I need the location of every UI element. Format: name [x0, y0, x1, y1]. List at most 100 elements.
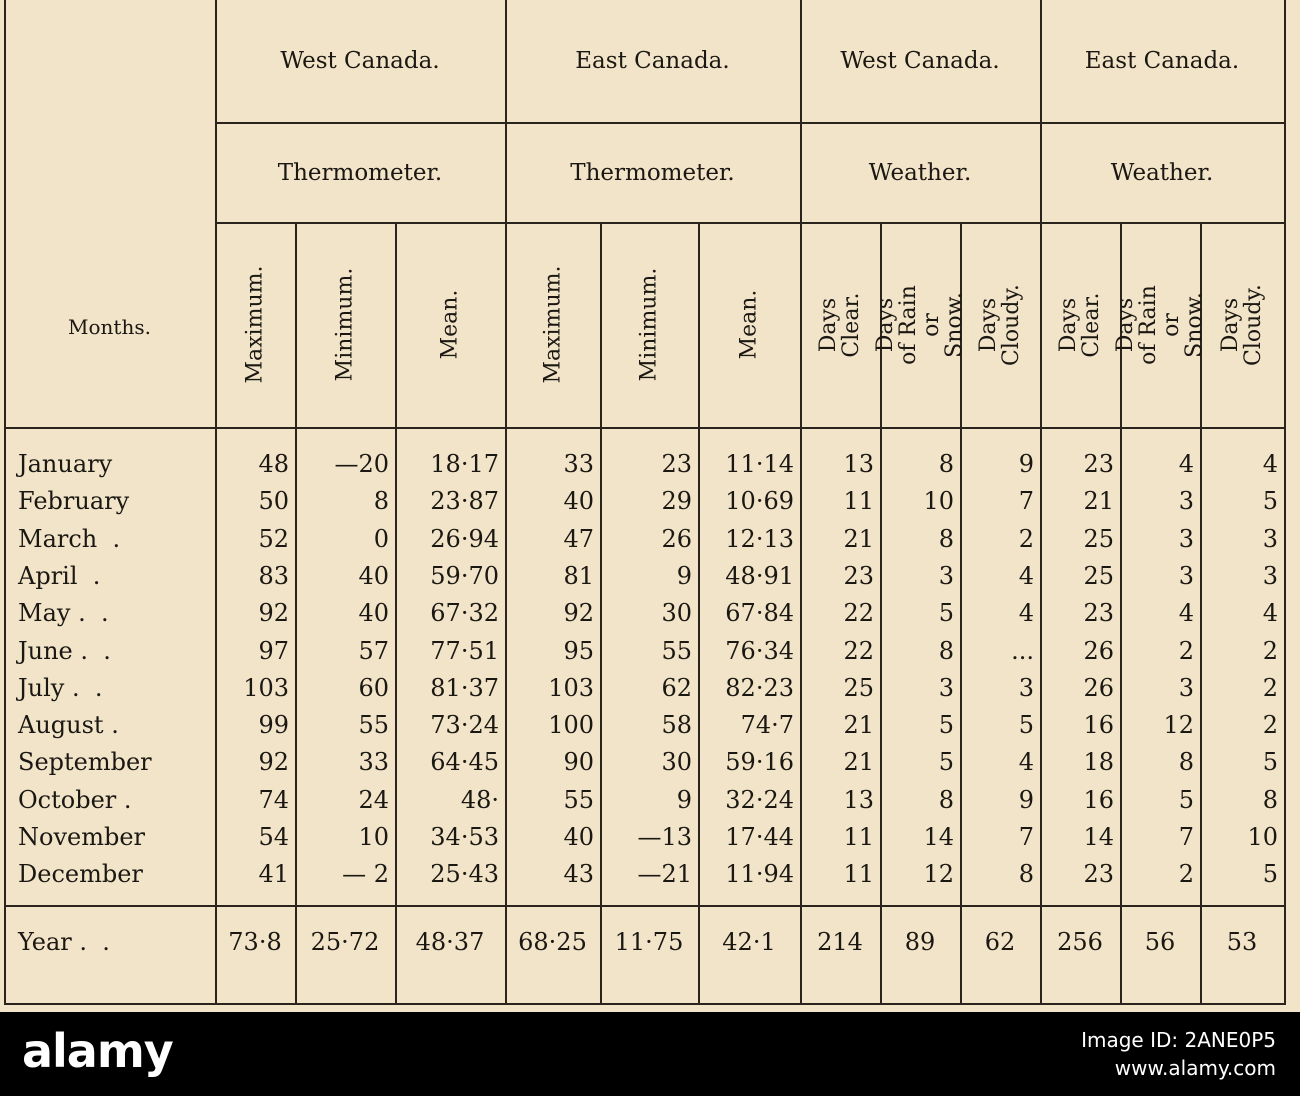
table-cell: 10·69	[725, 487, 794, 516]
table-cell: 40	[563, 823, 594, 851]
month-label: March .	[18, 524, 121, 553]
table-cell: 58	[661, 711, 692, 740]
column-header-label: Mean.	[736, 289, 762, 360]
table-cell: 22	[843, 636, 874, 665]
table-border-right	[1284, 0, 1286, 1005]
month-label: June . .	[18, 636, 111, 665]
table-cell: 26	[661, 524, 692, 553]
table-cell: 10	[1247, 823, 1278, 851]
month-label: August .	[18, 711, 119, 740]
table-cell: 48·	[460, 785, 499, 814]
column-header: Mean.	[395, 222, 505, 427]
table-cell: 16	[1083, 711, 1114, 740]
table-cell: 3	[1178, 524, 1194, 553]
table-cell: 214	[817, 928, 863, 956]
watermark-url: www.alamy.com	[1114, 1056, 1276, 1080]
column-header-label: Days of Rain or Snow.	[873, 284, 967, 365]
month-label: October .	[18, 785, 132, 814]
table-cell: 26·94	[430, 524, 499, 553]
table-cell: 3	[938, 561, 954, 590]
table-cell: 2	[1262, 711, 1278, 740]
image-id: Image ID: 2ANE0P5 www.alamy.com	[1081, 1026, 1276, 1082]
table-cell: 21	[843, 748, 874, 777]
table-cell: 17·44	[725, 823, 794, 851]
subgroup-header: Weather.	[1110, 160, 1214, 186]
table-cell: —13	[637, 823, 692, 851]
column-header-label: Minimum.	[636, 267, 662, 382]
month-label: April .	[18, 561, 101, 590]
column-header: Days Clear.	[800, 222, 880, 427]
table-cell: 92	[258, 599, 289, 628]
table-cell: 5	[938, 599, 954, 628]
table-cell: 12	[1163, 711, 1194, 740]
table-cell: 29	[661, 487, 692, 516]
divider	[4, 905, 1286, 907]
table-cell: 8	[938, 450, 954, 478]
table-cell: 7	[1018, 487, 1034, 516]
table-cell: 16	[1083, 785, 1114, 814]
table-cell: 92	[563, 599, 594, 628]
table-cell: 3	[1262, 524, 1278, 553]
table-cell: 23·87	[430, 487, 499, 516]
table-cell: 5	[938, 748, 954, 777]
table-cell: 5	[1262, 860, 1278, 889]
table-cell: 21	[1083, 487, 1114, 516]
table-cell: 25·43	[430, 860, 499, 889]
table-cell: 26	[1083, 673, 1114, 702]
subgroup-header: Thermometer.	[277, 160, 443, 186]
subgroup-header: Weather.	[868, 160, 972, 186]
table-cell: 11·75	[614, 928, 684, 956]
column-header-label: Maximum.	[540, 265, 566, 384]
table-cell: 11	[843, 823, 874, 851]
column-divider	[215, 0, 217, 1005]
column-header: Maximum.	[505, 222, 600, 427]
table-cell: 22	[843, 599, 874, 628]
month-label: Year . .	[18, 928, 110, 956]
table-cell: 100	[548, 711, 594, 740]
table-cell: 62	[984, 928, 1016, 956]
table-border-bottom	[4, 1003, 1286, 1005]
table-cell: 82·23	[725, 673, 794, 702]
table-cell: 76·34	[725, 636, 794, 665]
table-cell: 62	[661, 673, 692, 702]
image-id-text: Image ID: 2ANE0P5	[1081, 1028, 1276, 1052]
column-header: Minimum.	[600, 222, 698, 427]
table-cell: 12·13	[725, 524, 794, 553]
table-cell: 40	[358, 599, 389, 628]
table-cell: 23	[1083, 599, 1114, 628]
table-cell: 26	[1083, 636, 1114, 665]
column-header: Days of Rain or Snow.	[873, 222, 967, 427]
column-header: Minimum.	[295, 222, 395, 427]
table-cell: 10	[358, 823, 389, 851]
table-cell: 55	[358, 711, 389, 740]
table-cell: 23	[843, 561, 874, 590]
table-cell: 60	[358, 673, 389, 702]
column-divider	[960, 222, 962, 1005]
column-header-label: Minimum.	[332, 267, 358, 382]
table-cell: 23	[1083, 860, 1114, 889]
table-cell: 7	[1018, 823, 1034, 851]
table-cell: 90	[563, 748, 594, 777]
table-cell: 10	[923, 487, 954, 516]
table-cell: 5	[1018, 711, 1034, 740]
table-cell: 4	[1262, 599, 1278, 628]
column-header-label: Days of Rain or Snow.	[1113, 284, 1207, 365]
watermark-bar: alamy Image ID: 2ANE0P5 www.alamy.com	[0, 1012, 1300, 1096]
column-header-label: Days Clear.	[816, 291, 864, 358]
column-header-label: Maximum.	[242, 265, 268, 384]
table-cell: 4	[1018, 748, 1034, 777]
column-divider	[1200, 222, 1202, 1005]
month-label: July . .	[18, 673, 103, 702]
table-cell: 73·8	[228, 928, 282, 956]
table-cell: 25	[1083, 561, 1114, 590]
table-cell: 40	[563, 487, 594, 516]
table-cell: 8	[1018, 860, 1034, 889]
column-header: Mean.	[698, 222, 800, 427]
table-cell: 55	[563, 785, 594, 814]
table-cell: 95	[563, 636, 594, 665]
table-cell: 81·37	[430, 673, 499, 702]
table-cell: 4	[1178, 450, 1194, 478]
table-cell: 73·24	[430, 711, 499, 740]
month-label: December	[18, 860, 143, 889]
divider	[215, 222, 1284, 224]
